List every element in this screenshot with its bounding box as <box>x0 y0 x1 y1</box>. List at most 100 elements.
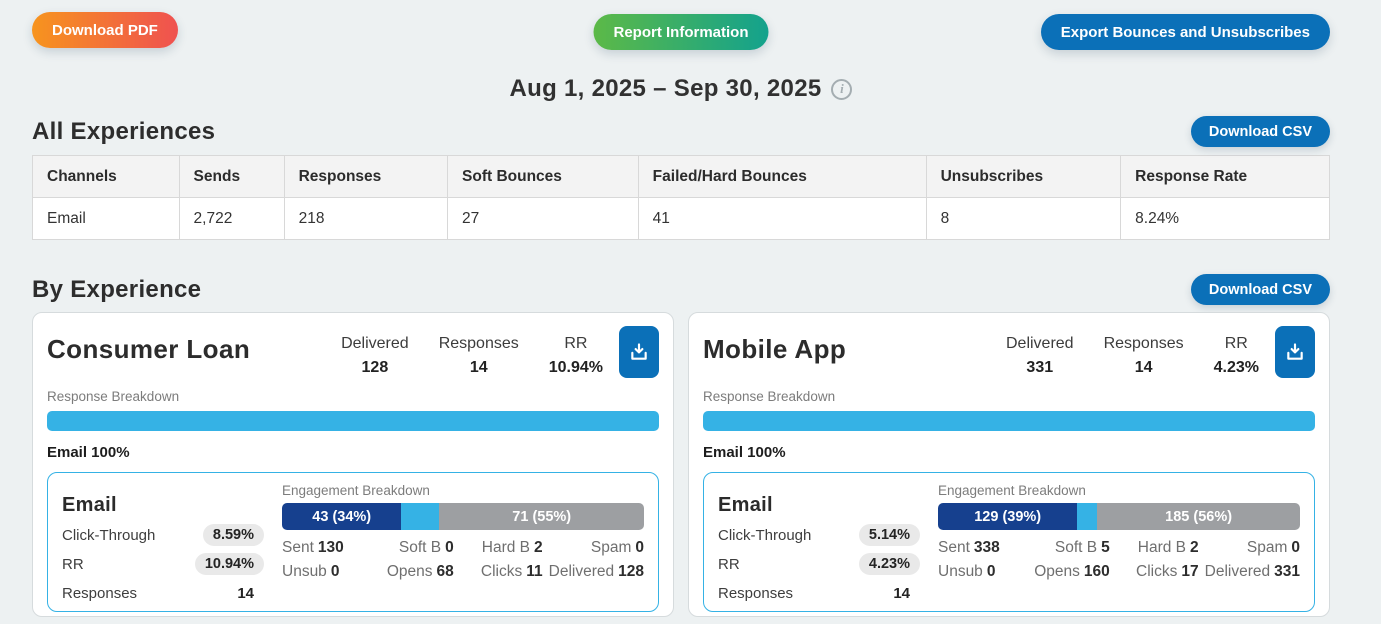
stat-delivered: Delivered 331 <box>1204 563 1300 580</box>
channel-legend: Email 100% <box>47 444 130 461</box>
email-segment <box>47 411 659 431</box>
stat-unsub: Unsub 0 <box>938 563 996 580</box>
engagement-bar: 43 (34%) 71 (55%) <box>282 503 644 530</box>
stat-delivered: Delivered 128 <box>548 563 644 580</box>
email-channel-card: Email Click-Through 8.59% RR 10.94% Resp… <box>47 472 659 612</box>
export-bounces-button[interactable]: Export Bounces and Unsubscribes <box>1040 14 1330 50</box>
engagement-breakdown-label: Engagement Breakdown <box>938 483 1086 498</box>
response-breakdown-bar <box>47 411 659 431</box>
card-download-button[interactable] <box>1275 326 1315 378</box>
metric-responses: Responses 14 <box>718 582 920 605</box>
stat-opens: Opens 160 <box>1034 563 1110 580</box>
stat-sent: Sent 130 <box>282 539 344 556</box>
card-title: Mobile App <box>703 334 847 364</box>
all-experiences-download-csv-button[interactable]: Download CSV <box>1190 116 1330 147</box>
stat-spam: Spam 0 <box>590 539 644 556</box>
channel-legend: Email 100% <box>703 444 786 461</box>
all-experiences-title: All Experiences <box>32 117 216 145</box>
cell-soft-bounces: 27 <box>447 197 639 240</box>
click-through-pill: 8.59% <box>202 524 264 546</box>
stat-unsub: Unsub 0 <box>282 563 340 580</box>
experience-card-mobile-app: Mobile App Delivered 331 Responses 14 RR… <box>688 312 1330 617</box>
by-experience-title: By Experience <box>32 275 202 303</box>
response-breakdown-label: Response Breakdown <box>47 389 180 404</box>
table-row-email: Email 2,722 218 27 41 8 8.24% <box>32 197 1330 240</box>
metric-rr: RR 4.23% <box>718 553 920 575</box>
info-icon[interactable]: i <box>831 78 853 100</box>
all-experiences-table: Channels Sends Responses Soft Bounces Fa… <box>32 155 1330 240</box>
summary-rr: RR 4.23% <box>1213 335 1259 376</box>
channel-title: Email <box>62 494 117 516</box>
response-breakdown-label: Response Breakdown <box>703 389 836 404</box>
email-channel-card: Email Click-Through 5.14% RR 4.23% Respo… <box>703 472 1315 612</box>
date-range-row: Aug 1, 2025 – Sep 30, 2025 i <box>32 74 1330 104</box>
download-icon <box>1285 342 1305 362</box>
summary-delivered: Delivered 128 <box>341 335 409 376</box>
col-sends: Sends <box>178 155 285 198</box>
metric-responses: Responses 14 <box>62 582 264 605</box>
experience-card-consumer-loan: Consumer Loan Delivered 128 Responses 14… <box>32 312 674 617</box>
rr-pill: 4.23% <box>858 553 920 575</box>
col-failed-hard-bounces: Failed/Hard Bounces <box>637 155 927 198</box>
unopened-segment: 71 (55%) <box>439 503 644 530</box>
channel-title: Email <box>718 494 773 516</box>
cell-response-rate: 8.24% <box>1120 197 1330 240</box>
rr-pill: 10.94% <box>194 553 264 575</box>
by-experience-header: By Experience Download CSV <box>32 274 1330 305</box>
date-range-title: Aug 1, 2025 – Sep 30, 2025 <box>509 75 822 102</box>
download-icon <box>629 342 649 362</box>
metric-rr: RR 10.94% <box>62 553 264 575</box>
summary-delivered: Delivered 331 <box>1005 335 1074 376</box>
card-download-button[interactable] <box>619 326 659 378</box>
stat-clicks: Clicks 17 <box>1136 563 1199 580</box>
stat-sent: Sent 338 <box>938 539 1000 556</box>
col-response-rate: Response Rate <box>1120 155 1330 198</box>
report-information-button[interactable]: Report Information <box>593 14 769 50</box>
stat-clicks: Clicks 11 <box>480 563 543 580</box>
cell-failed-hard-bounces: 41 <box>637 197 927 240</box>
stat-opens: Opens 68 <box>386 563 454 580</box>
card-summary: Delivered 331 Responses 14 RR 4.23% <box>1006 326 1259 377</box>
toolbar: Download PDF Report Information Export B… <box>32 12 1330 50</box>
experience-cards: Consumer Loan Delivered 128 Responses 14… <box>32 312 1330 617</box>
unopened-segment: 185 (56%) <box>1097 503 1300 530</box>
col-channels: Channels <box>32 155 180 198</box>
card-title: Consumer Loan <box>47 334 251 364</box>
summary-rr: RR 10.94% <box>548 335 603 376</box>
responses-value: 14 <box>237 585 254 602</box>
responses-value: 14 <box>893 585 910 602</box>
cell-sends: 2,722 <box>178 197 285 240</box>
click-through-pill: 5.14% <box>858 524 920 546</box>
table-header-row: Channels Sends Responses Soft Bounces Fa… <box>32 155 1330 198</box>
col-responses: Responses <box>283 155 449 198</box>
summary-responses: Responses 14 <box>438 335 519 376</box>
card-summary: Delivered 128 Responses 14 RR 10.94% <box>341 326 603 377</box>
clicks-segment <box>401 503 440 530</box>
engagement-breakdown-label: Engagement Breakdown <box>282 483 430 498</box>
summary-responses: Responses 14 <box>1103 335 1184 376</box>
cell-unsubscribes: 8 <box>925 197 1122 240</box>
response-breakdown-bar <box>703 411 1315 431</box>
opens-segment: 43 (34%) <box>282 503 402 530</box>
by-experience-download-csv-button[interactable]: Download CSV <box>1190 274 1330 305</box>
all-experiences-header: All Experiences Download CSV <box>32 116 1330 147</box>
col-soft-bounces: Soft Bounces <box>447 155 639 198</box>
cell-responses: 218 <box>283 197 449 240</box>
email-segment <box>703 411 1315 431</box>
metric-click-through: Click-Through 8.59% <box>62 524 264 546</box>
clicks-segment <box>1077 503 1098 530</box>
metric-click-through: Click-Through 5.14% <box>718 524 920 546</box>
stat-spam: Spam 0 <box>1246 539 1300 556</box>
opens-segment: 129 (39%) <box>938 503 1078 530</box>
col-unsubscribes: Unsubscribes <box>925 155 1122 198</box>
download-pdf-button[interactable]: Download PDF <box>32 12 178 48</box>
cell-channel: Email <box>32 197 180 240</box>
engagement-bar: 129 (39%) 185 (56%) <box>938 503 1300 530</box>
